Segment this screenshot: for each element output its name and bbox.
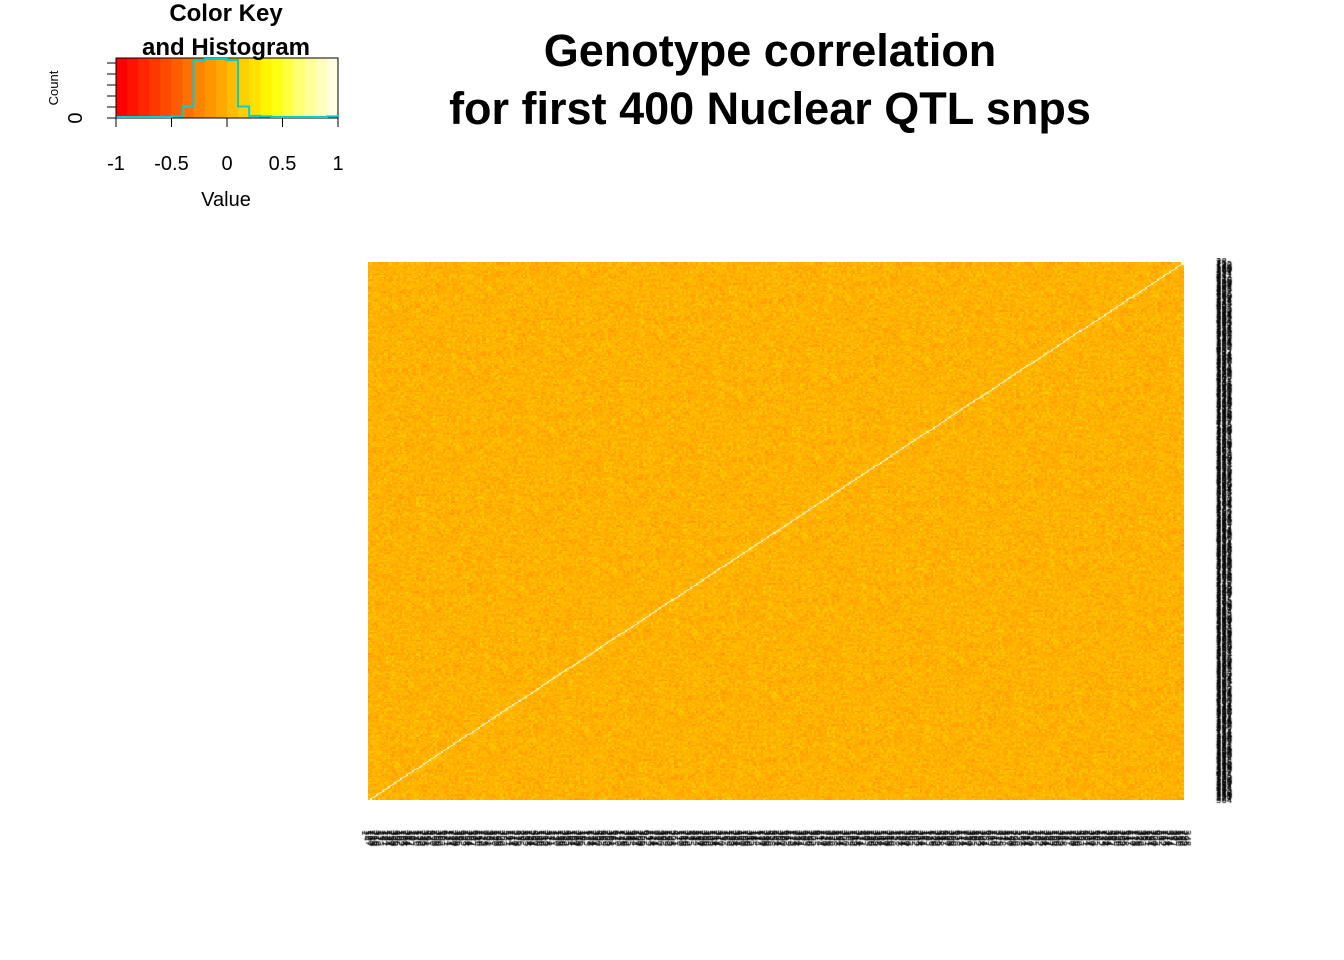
- color-key-block: [193, 58, 206, 118]
- color-key-xtick-label: 0.5: [269, 153, 297, 175]
- color-key-block: [271, 58, 284, 118]
- chart-title-line-1: Genotype correlation: [543, 25, 997, 76]
- color-key-title-line-2: and Histogram: [141, 34, 311, 61]
- color-key-block: [227, 58, 239, 118]
- color-key-block: [304, 58, 317, 118]
- column-labels: [356, 828, 1196, 862]
- color-key-block: [149, 58, 161, 118]
- chart-title: Genotype correlation for first 400 Nucle…: [400, 22, 1140, 138]
- color-key-axis: -1 -0.5 0 0.5 1: [107, 58, 344, 175]
- color-key-xtick-label: -1: [107, 153, 125, 175]
- color-key-block: [160, 58, 173, 118]
- color-key-block: [204, 58, 217, 118]
- color-key-ylabel: Count: [46, 70, 61, 105]
- color-key-xlabel: Value: [201, 189, 251, 211]
- chart-title-line-2: for first 400 Nuclear QTL snps: [449, 83, 1091, 134]
- color-key-block: [171, 58, 184, 118]
- heatmap-matrix: [368, 262, 1184, 800]
- color-key-xtick-label: 0: [221, 153, 232, 175]
- row-labels: [1214, 258, 1248, 806]
- color-key-block: [282, 58, 295, 118]
- color-key-block: [249, 58, 261, 118]
- color-key-title: Color Key and Histogram: [106, 0, 346, 65]
- color-key-title-line-1: Color Key: [169, 0, 283, 27]
- color-key-block: [116, 58, 128, 118]
- color-key-block: [326, 58, 339, 118]
- color-key-block: [215, 58, 228, 118]
- color-key-block: [127, 58, 139, 118]
- color-key-xtick-label: -0.5: [154, 153, 188, 175]
- color-key-block: [315, 58, 328, 118]
- color-key-gradient: [115, 57, 339, 119]
- color-key-block: [238, 58, 250, 118]
- color-key-block: [260, 58, 272, 118]
- color-key: -1 -0.5 0 0.5 1 Value Count 0: [46, 57, 344, 211]
- color-key-histogram: [116, 58, 339, 118]
- color-key-block: [293, 58, 306, 118]
- color-key-xtick-label: 1: [332, 153, 343, 175]
- color-key-ytick-label: 0: [65, 112, 87, 123]
- color-key-block: [182, 58, 195, 118]
- color-key-block: [138, 58, 150, 118]
